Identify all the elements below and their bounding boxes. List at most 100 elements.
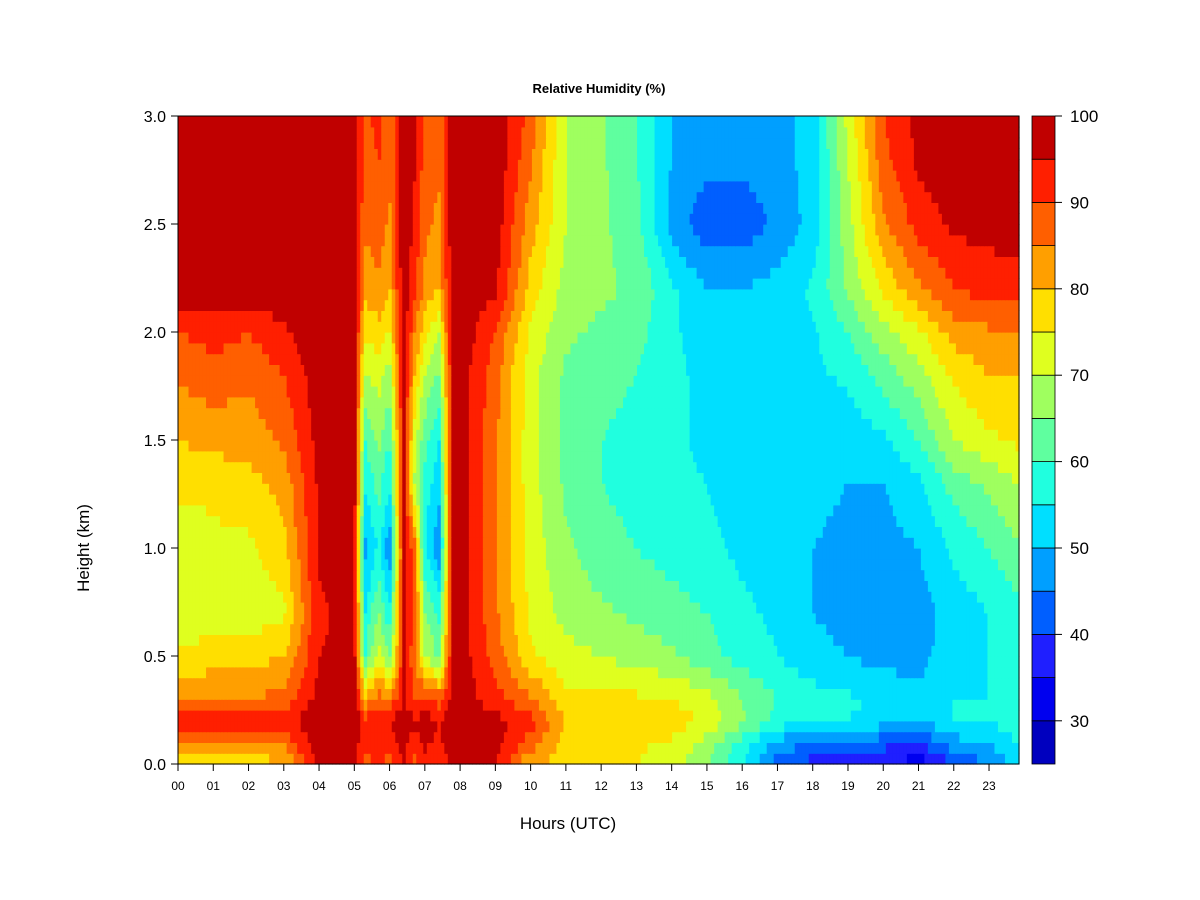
heatmap-cell: [815, 580, 820, 592]
heatmap-cell: [412, 591, 417, 603]
heatmap-cell: [223, 623, 228, 635]
heatmap-cell: [409, 710, 414, 722]
heatmap-cell: [514, 688, 519, 700]
heatmap-cell: [1004, 666, 1010, 679]
heatmap-cell: [286, 677, 291, 689]
heatmap-cell: [889, 558, 894, 571]
heatmap-cell: [356, 720, 361, 733]
heatmap-cell: [815, 699, 820, 711]
heatmap-cell: [255, 580, 260, 592]
heatmap-cell: [661, 602, 666, 614]
heatmap-cell: [402, 656, 407, 668]
heatmap-cell: [661, 645, 666, 657]
heatmap-cell: [728, 688, 733, 700]
heatmap-cell: [805, 591, 810, 603]
heatmap-cell: [370, 731, 375, 743]
heatmap-cell: [538, 634, 544, 646]
heatmap-cell: [829, 580, 834, 592]
heatmap-cell: [244, 699, 249, 711]
heatmap-cell: [458, 580, 463, 592]
heatmap-cell: [962, 591, 968, 603]
heatmap-cell: [668, 677, 673, 689]
heatmap-cell: [230, 623, 235, 635]
heatmap-cell: [612, 720, 617, 733]
heatmap-cell: [524, 645, 530, 657]
heatmap-cell: [759, 645, 764, 657]
heatmap-cell: [679, 753, 684, 765]
heatmap-cell: [714, 537, 719, 549]
heatmap-cell: [461, 591, 466, 603]
heatmap-cell: [335, 731, 340, 743]
heatmap-cell: [227, 602, 232, 614]
heatmap-cell: [777, 710, 782, 722]
heatmap-cell: [353, 710, 358, 722]
heatmap-cell: [388, 569, 393, 581]
heatmap-cell: [962, 558, 968, 571]
heatmap-cell: [451, 612, 456, 625]
heatmap-cell: [728, 742, 733, 754]
heatmap-cell: [447, 634, 452, 646]
heatmap-cell: [185, 548, 190, 560]
heatmap-cell: [962, 710, 968, 722]
heatmap-cell: [815, 720, 820, 733]
heatmap-cell: [391, 623, 396, 635]
heatmap-cell: [584, 623, 589, 635]
heatmap-cell: [402, 569, 407, 581]
heatmap-cell: [549, 666, 554, 679]
heatmap-cell: [626, 645, 631, 657]
heatmap-cell: [335, 742, 340, 754]
heatmap-cell: [304, 731, 309, 743]
heatmap-cell: [647, 656, 652, 668]
heatmap-cell: [605, 699, 610, 711]
heatmap-cell: [1008, 753, 1013, 765]
heatmap-cell: [206, 731, 211, 743]
heatmap-cell: [216, 656, 221, 668]
heatmap-cell: [808, 537, 813, 549]
heatmap-cell: [538, 753, 544, 765]
heatmap-cell: [213, 602, 218, 614]
heatmap-cell: [328, 602, 333, 614]
heatmap-cell: [363, 656, 368, 668]
heatmap-cell: [962, 688, 968, 700]
heatmap-cell: [388, 699, 393, 711]
heatmap-cell: [209, 569, 214, 581]
heatmap-cell: [216, 612, 221, 625]
heatmap-cell: [440, 558, 445, 571]
heatmap-cell: [808, 645, 813, 657]
heatmap-cell: [899, 720, 904, 733]
heatmap-cell: [973, 666, 978, 679]
heatmap-cell: [896, 666, 901, 679]
heatmap-cell: [668, 612, 673, 625]
heatmap-cell: [216, 753, 221, 765]
heatmap-cell: [293, 742, 298, 754]
heatmap-cell: [679, 558, 684, 571]
heatmap-cell: [496, 548, 501, 560]
heatmap-cell: [423, 699, 428, 711]
heatmap-cell: [941, 558, 947, 571]
heatmap-cell: [517, 753, 522, 765]
heatmap-cell: [605, 558, 610, 571]
heatmap-cell: [332, 720, 337, 733]
heatmap-cell: [812, 720, 817, 733]
heatmap-cell: [213, 720, 218, 733]
heatmap-cell: [738, 548, 743, 560]
heatmap-cell: [801, 569, 806, 581]
heatmap-cell: [700, 634, 705, 646]
heatmap-cell: [882, 580, 887, 592]
heatmap-cell: [423, 569, 428, 581]
heatmap-cell: [374, 558, 379, 571]
heatmap-cell: [293, 731, 298, 743]
heatmap-cell: [311, 558, 316, 571]
heatmap-cell: [314, 569, 319, 581]
heatmap-cell: [868, 645, 873, 657]
heatmap-cell: [388, 666, 393, 679]
heatmap-cell: [598, 688, 603, 700]
heatmap-cell: [276, 591, 281, 603]
heatmap-cell: [616, 580, 621, 592]
heatmap-cell: [426, 656, 431, 668]
heatmap-cell: [801, 731, 806, 743]
heatmap-cell: [714, 591, 719, 603]
heatmap-cell: [416, 634, 421, 646]
heatmap-cell: [412, 580, 417, 592]
heatmap-cell: [808, 623, 813, 635]
